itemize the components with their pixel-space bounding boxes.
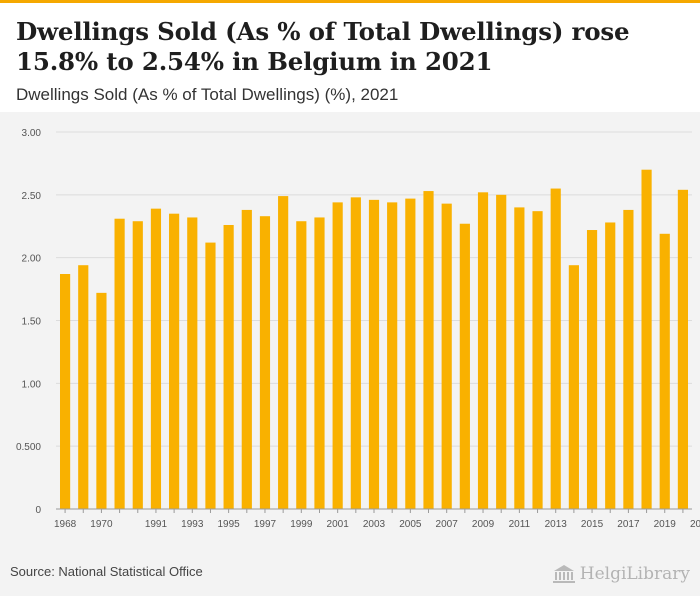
grid-lines xyxy=(56,131,692,447)
x-tick-label: 2009 xyxy=(472,519,495,530)
x-tick-label: 1968 xyxy=(54,519,77,530)
bar[interactable] xyxy=(59,274,71,509)
x-tick-label: 2013 xyxy=(545,519,568,530)
bar[interactable] xyxy=(259,216,271,509)
bar[interactable] xyxy=(677,189,689,509)
bar[interactable] xyxy=(387,202,398,509)
helgilibrary-logo[interactable]: HelgiLibrary xyxy=(552,561,690,587)
bar[interactable] xyxy=(441,203,452,509)
bar[interactable] xyxy=(205,242,216,509)
bar[interactable] xyxy=(187,217,198,509)
chart-header: Dwellings Sold (As % of Total Dwellings)… xyxy=(0,3,700,112)
bar[interactable] xyxy=(623,209,634,509)
y-axis-ticks: 0 0.500 1.00 1.50 2.00 2.50 3.00 xyxy=(16,128,41,516)
bar[interactable] xyxy=(532,211,543,510)
bar[interactable] xyxy=(132,221,143,509)
bar[interactable] xyxy=(150,208,162,509)
x-tick-label: 2011 xyxy=(509,519,531,530)
y-tick-label: 0 xyxy=(35,505,41,516)
bar[interactable] xyxy=(296,221,307,509)
bar[interactable] xyxy=(405,198,416,509)
bar[interactable] xyxy=(641,169,652,509)
x-tick-label: 1999 xyxy=(290,519,313,530)
chart-area: 0 0.500 1.00 1.50 2.00 2.50 3.00 1968 1970 1991 1… xyxy=(0,112,700,552)
y-tick-label: 3.00 xyxy=(22,128,42,139)
y-tick-label: 2.50 xyxy=(22,191,42,202)
bar[interactable] xyxy=(241,209,252,509)
bar[interactable] xyxy=(459,223,470,509)
x-tick-label: 2005 xyxy=(399,519,422,530)
bar[interactable] xyxy=(114,218,125,509)
x-tick-label: 2017 xyxy=(617,519,640,530)
chart-subtitle: Dwellings Sold (As % of Total Dwellings)… xyxy=(16,85,399,104)
bar[interactable] xyxy=(550,188,561,510)
bar[interactable] xyxy=(423,191,434,509)
bar[interactable] xyxy=(605,222,616,509)
bar[interactable] xyxy=(78,265,89,509)
top-accent-rule xyxy=(0,0,700,3)
library-building-icon xyxy=(552,565,575,583)
bar[interactable] xyxy=(278,196,289,509)
x-tick-label: 1970 xyxy=(90,519,113,530)
bar[interactable] xyxy=(169,213,180,509)
x-tick-label: 1995 xyxy=(218,519,241,530)
bar[interactable] xyxy=(659,233,670,509)
x-tick-label: 1993 xyxy=(181,519,204,530)
x-tick-label: 2007 xyxy=(436,519,459,530)
chart-footer: Source: National Statistical Office Helg… xyxy=(0,552,700,596)
x-tick-label: 2003 xyxy=(363,519,386,530)
bar[interactable] xyxy=(586,230,598,509)
bar[interactable] xyxy=(314,217,325,509)
y-tick-label: 1.50 xyxy=(22,317,42,328)
x-tick-label: 2019 xyxy=(654,519,677,530)
bars xyxy=(59,169,689,510)
bar[interactable] xyxy=(368,199,380,510)
bar[interactable] xyxy=(496,194,507,509)
bar[interactable] xyxy=(223,224,234,509)
x-tick-label: 2001 xyxy=(327,519,350,530)
x-tick-label: 1991 xyxy=(145,519,168,530)
bar[interactable] xyxy=(514,207,525,509)
y-tick-label: 0.500 xyxy=(16,442,41,453)
y-tick-label: 1.00 xyxy=(22,379,42,390)
bar[interactable] xyxy=(96,292,107,509)
bar[interactable] xyxy=(568,265,579,509)
bar[interactable] xyxy=(477,192,489,509)
bar[interactable] xyxy=(350,197,361,509)
source-note: Source: National Statistical Office xyxy=(10,564,203,579)
x-tick-label: 2021 xyxy=(690,519,700,530)
y-tick-label: 2.00 xyxy=(22,254,42,265)
chart-title: Dwellings Sold (As % of Total Dwellings)… xyxy=(16,17,630,76)
x-axis-ticks: 1968 1970 1991 1993 1995 1997 1999 2001 2003 2005… xyxy=(54,509,700,530)
x-tick-label: 1997 xyxy=(254,519,277,530)
x-tick-label: 2015 xyxy=(581,519,604,530)
bar[interactable] xyxy=(332,202,343,509)
logo-text: HelgiLibrary xyxy=(579,564,690,584)
